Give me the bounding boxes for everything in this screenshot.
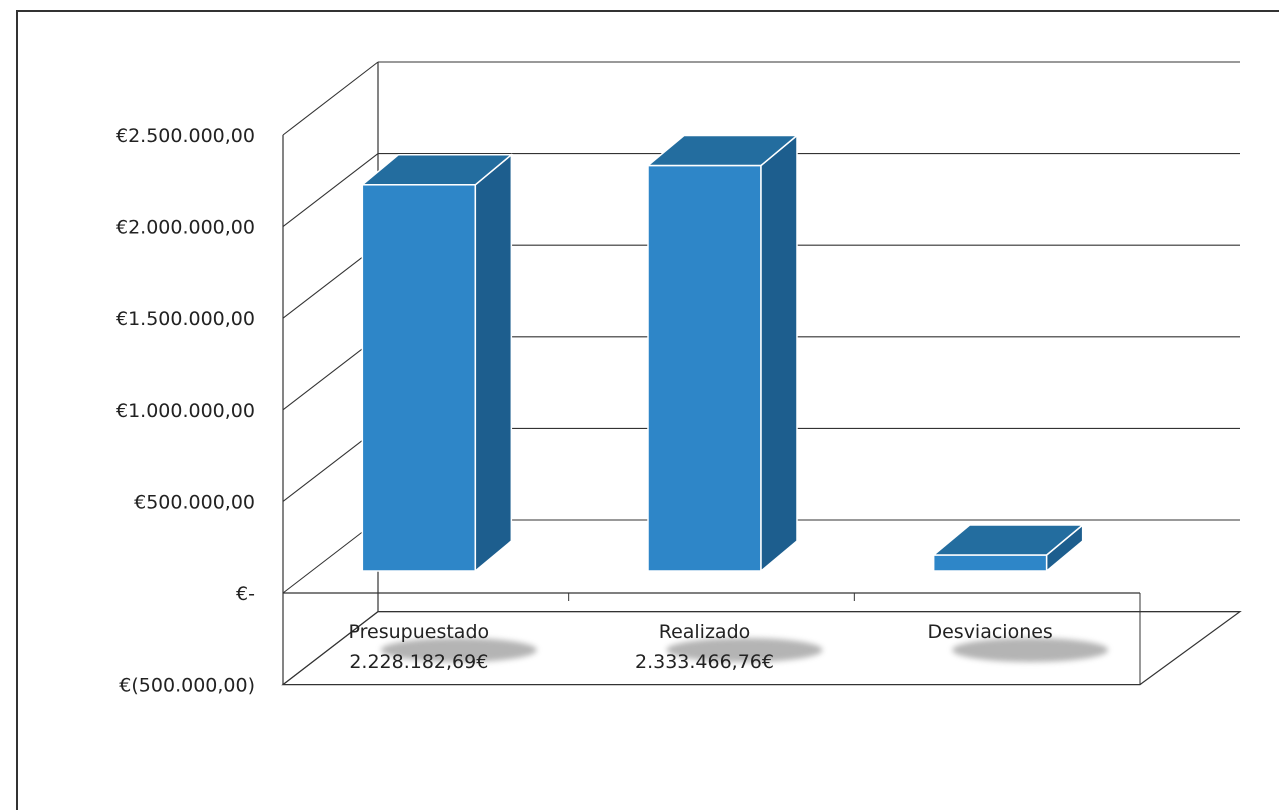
y-axis-ticks: €2.500.000,00 €2.000.000,00 €1.500.000,00 €…: [116, 125, 255, 697]
bar-1: [647, 164, 762, 572]
chart-frame: [16, 10, 1279, 810]
negative-floor: [281, 592, 1242, 686]
bar-0: [361, 184, 477, 572]
gridline-side-0: [282, 61, 379, 136]
bar-top-1: [645, 134, 800, 167]
category-sublabel-1: 2.333.466,76€: [635, 651, 774, 673]
bar-side-0: [474, 153, 513, 573]
category-labels: Presupuestado 2.228.182,69€ Realizado 2.333…: [349, 621, 1053, 673]
bar-chart: Presupuestado 2.228.182,69€ Realizado 2.333…: [116, 61, 1242, 697]
category-label-2: Desviaciones: [927, 621, 1052, 643]
y-tick-label-5: €-: [236, 583, 255, 605]
category-sublabel-0: 2.228.182,69€: [349, 651, 488, 673]
category-label-1: Realizado: [659, 621, 751, 643]
y-tick-label-0: €2.500.000,00: [116, 125, 255, 147]
bar-shadows: [380, 638, 1109, 662]
y-tick-label-1: €2.000.000,00: [116, 217, 255, 239]
bar-2: [932, 554, 1048, 572]
negative-floor-plane: [281, 611, 1242, 686]
category-label-0: Presupuestado: [349, 621, 490, 643]
y-tick-label-2: €1.500.000,00: [116, 308, 255, 330]
bar-shadow-0: [380, 638, 537, 662]
y-tick-label-3: €1.000.000,00: [116, 400, 255, 422]
y-tick-label-4: €500.000,00: [134, 491, 255, 513]
bar-side-1: [760, 133, 798, 573]
bar-top-0: [360, 154, 514, 186]
bar-shadow-1: [666, 638, 823, 662]
bar-top-2: [931, 524, 1085, 556]
bar-shadow-2: [952, 638, 1109, 662]
y-tick-label-6: €(500.000,00): [119, 675, 255, 697]
bars: [360, 133, 1085, 573]
gridline-side-1: [282, 153, 379, 228]
